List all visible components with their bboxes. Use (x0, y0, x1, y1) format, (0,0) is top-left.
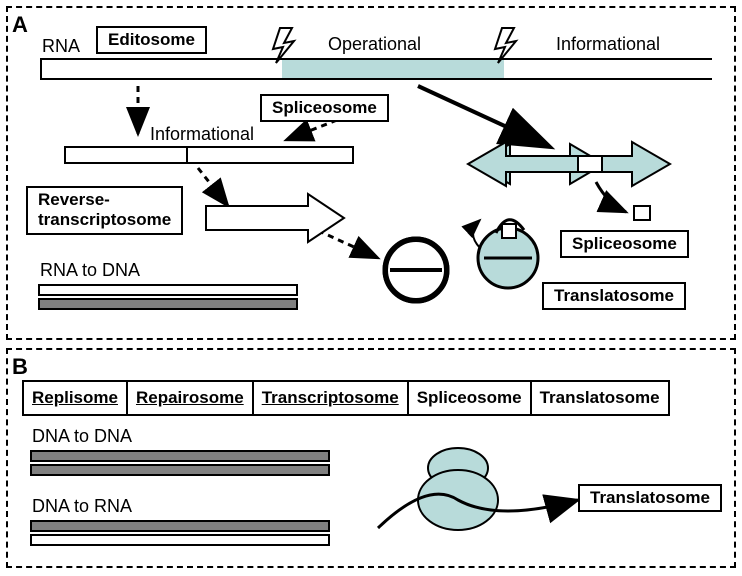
reverse-transcriptosome-box: Reverse- transcriptosome (26, 186, 183, 235)
cell-transcriptosome: Transcriptosome (252, 380, 407, 416)
translatosome-b-box: Translatosome (578, 484, 722, 512)
cell-text: Translatosome (540, 388, 660, 407)
panel-a: A RNA Editosome Operational Informationa… (6, 6, 736, 340)
dna-strip-1 (30, 450, 330, 462)
rna-bar-seg-right (504, 60, 714, 78)
operational-label: Operational (328, 34, 421, 55)
dna-to-rna-label: DNA to RNA (32, 496, 132, 517)
rna-strip (38, 284, 298, 296)
rna-bar-seg-mid (282, 60, 504, 78)
spliceosome-right-box: Spliceosome (560, 230, 689, 258)
panel-a-label: A (12, 12, 28, 38)
figure-root: A RNA Editosome Operational Informationa… (0, 0, 742, 576)
dna-strip-2 (30, 464, 330, 476)
double-arrow-icon (468, 142, 670, 186)
cell-text: Repairosome (136, 388, 244, 407)
translatosome-a-box: Translatosome (542, 282, 686, 310)
panel-b-label: B (12, 354, 28, 380)
ribosome-icon (418, 448, 498, 530)
rna-bar-top (40, 58, 712, 80)
mid-bar-divider (186, 146, 188, 164)
mrna-arrow (378, 494, 578, 528)
rt-line2: transcriptosome (38, 210, 171, 229)
informational-mid-label: Informational (150, 124, 254, 145)
solid-arrow (596, 182, 626, 212)
theta-white-icon (386, 240, 446, 300)
dna-to-dna-label: DNA to DNA (32, 426, 132, 447)
machinery-row: Replisome Repairosome Transcriptosome Sp… (22, 380, 670, 416)
cell-text: Spliceosome (417, 388, 522, 407)
dashed-arrow (308, 226, 378, 258)
theta-teal-icon (473, 220, 538, 288)
panel-b: B Replisome Repairosome Transcriptosome … (6, 348, 736, 568)
cell-text: Replisome (32, 388, 118, 407)
big-white-arrow-icon (206, 194, 344, 242)
rna-label: RNA (42, 36, 80, 57)
dashed-arrow (198, 168, 228, 206)
rna-to-dna-label: RNA to DNA (40, 260, 140, 281)
rna-strip-b (30, 534, 330, 546)
cell-spliceosome: Spliceosome (407, 380, 530, 416)
theta-white-icon (384, 238, 448, 302)
spliceosome-top-box: Spliceosome (260, 94, 389, 122)
small-box-icon (634, 206, 650, 220)
informational-top-label: Informational (556, 34, 660, 55)
cell-repairosome: Repairosome (126, 380, 252, 416)
cell-text: Transcriptosome (262, 388, 399, 407)
cell-translatosome: Translatosome (530, 380, 670, 416)
solid-arrow (418, 86, 548, 146)
rt-line1: Reverse- (38, 190, 110, 209)
rna-bar-seg-left (42, 60, 282, 78)
dna-strip-3 (30, 520, 330, 532)
cell-replisome: Replisome (22, 380, 126, 416)
double-arrow-shape (476, 144, 604, 184)
editosome-box: Editosome (96, 26, 207, 54)
mid-bar (64, 146, 354, 164)
dna-strip (38, 298, 298, 310)
